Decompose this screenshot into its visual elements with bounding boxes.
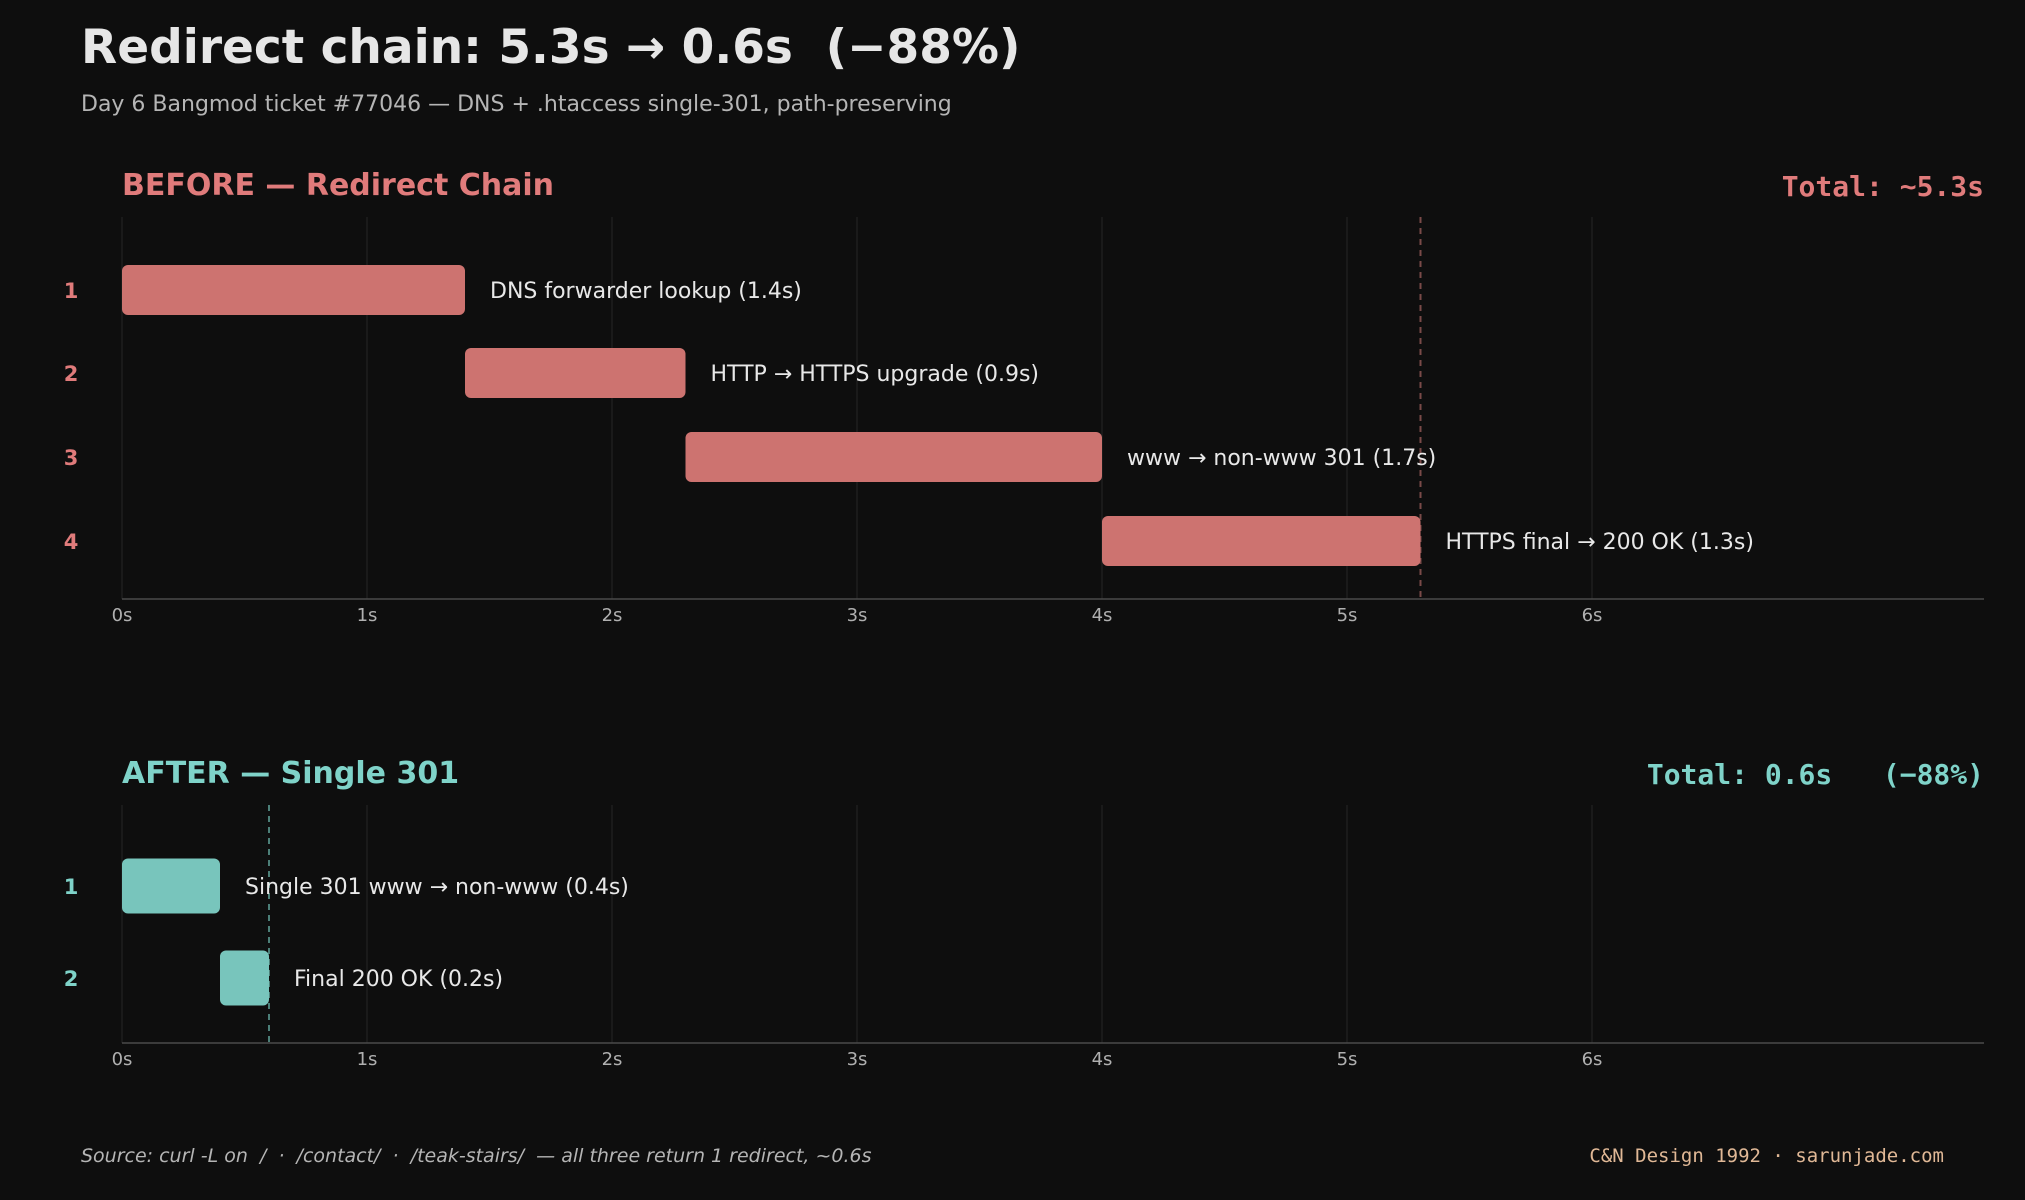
before-row-index: 1: [64, 279, 79, 303]
footer-credit: C&N Design 1992 · sarunjade.com: [1589, 1145, 1944, 1167]
before-x-tick-label: 2s: [602, 605, 623, 626]
footer-source-note: Source: curl -L on / · /contact/ · /teak…: [81, 1145, 872, 1167]
before-bar-label: www → non-www 301 (1.7s): [1127, 446, 1436, 471]
page-subtitle: Day 6 Bangmod ticket #77046 — DNS + .hta…: [81, 92, 952, 117]
before-row-index: 2: [64, 362, 79, 386]
after-row-index: 1: [64, 875, 79, 899]
before-panel-title: BEFORE — Redirect Chain: [122, 168, 555, 203]
before-bar: [465, 348, 686, 398]
before-x-tick-label: 1s: [357, 605, 378, 626]
before-row-index: 4: [64, 530, 79, 554]
after-bar: [122, 858, 220, 914]
after-bar-label: Single 301 www → non-www (0.4s): [245, 875, 629, 900]
after-bar: [220, 950, 269, 1006]
after-x-tick-label: 3s: [847, 1049, 868, 1070]
after-total-label: Total: 0.6s (−88%): [1646, 758, 1984, 791]
after-x-tick-label: 5s: [1337, 1049, 1358, 1070]
before-bar-label: DNS forwarder lookup (1.4s): [490, 279, 802, 304]
after-panel-title: AFTER — Single 301: [122, 756, 460, 791]
before-x-tick-label: 6s: [1582, 605, 1603, 626]
after-bar-label: Final 200 OK (0.2s): [294, 967, 503, 992]
before-bar-label: HTTPS final → 200 OK (1.3s): [1446, 530, 1754, 555]
before-total-label: Total: ~5.3s: [1781, 170, 1984, 203]
before-row-index: 3: [64, 446, 79, 470]
before-x-tick-label: 4s: [1092, 605, 1113, 626]
before-x-tick-label: 5s: [1337, 605, 1358, 626]
before-bar: [685, 432, 1102, 482]
after-x-tick-label: 4s: [1092, 1049, 1113, 1070]
page-title: Redirect chain: 5.3s → 0.6s (−88%): [81, 20, 1021, 75]
after-x-tick-label: 1s: [357, 1049, 378, 1070]
before-bar: [1102, 516, 1421, 566]
after-x-tick-label: 6s: [1582, 1049, 1603, 1070]
after-x-tick-label: 0s: [112, 1049, 133, 1070]
before-x-tick-label: 3s: [847, 605, 868, 626]
after-row-index: 2: [64, 967, 79, 991]
before-bar: [122, 265, 465, 315]
before-x-tick-label: 0s: [112, 605, 133, 626]
before-bar-label: HTTP → HTTPS upgrade (0.9s): [711, 362, 1040, 387]
after-x-tick-label: 2s: [602, 1049, 623, 1070]
